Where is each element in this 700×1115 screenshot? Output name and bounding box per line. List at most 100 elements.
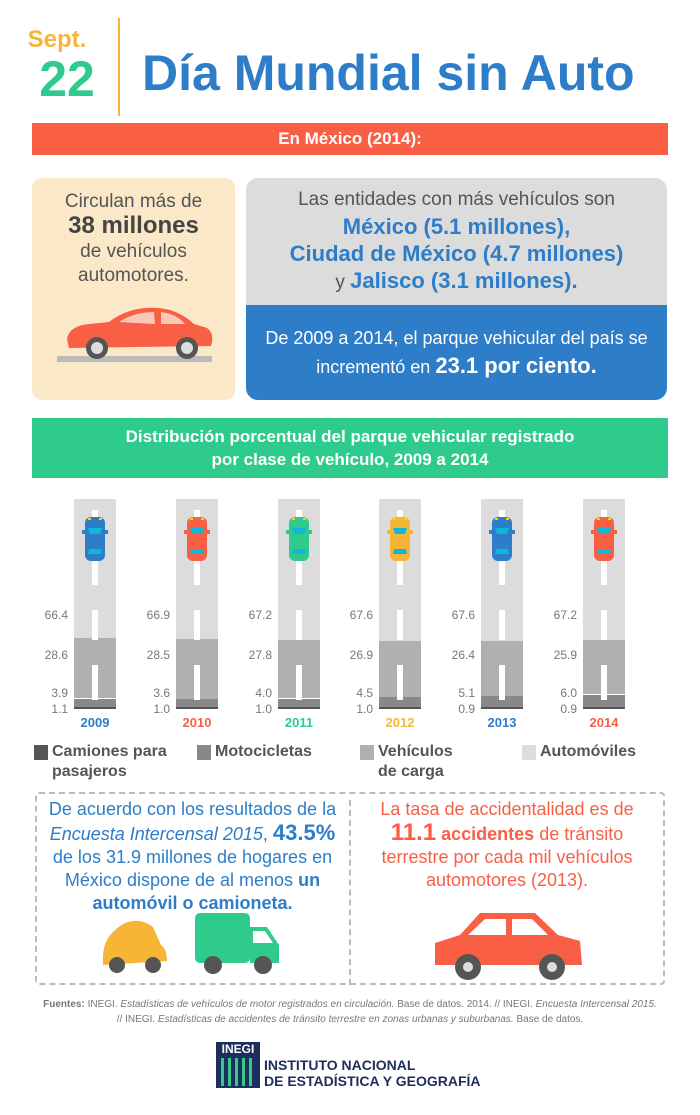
logo-acronym: INEGI [221, 1042, 255, 1056]
text: // INEGI. [116, 1014, 156, 1025]
accident-text: La tasa de accidentalidad es de 11.1 acc… [357, 798, 657, 892]
road-lane-marking [397, 665, 403, 700]
entity-mexico: México (5.1 millones), [342, 214, 571, 239]
road-lane-marking [499, 665, 505, 700]
road-lane-marking [194, 610, 200, 640]
growth-box: De 2009 a 2014, el parque vehicular del … [246, 305, 667, 400]
text: INEGI. [87, 999, 118, 1010]
car-icon [56, 307, 212, 362]
data-label: 0.9 [560, 702, 577, 716]
logo-line1: INSTITUTO NACIONAL [264, 1057, 416, 1073]
data-label: 4.0 [255, 686, 272, 700]
data-label: 26.9 [349, 648, 373, 662]
data-label: 66.9 [146, 608, 170, 622]
text: Base de datos. [516, 1014, 584, 1025]
bar-segment-camiones-para-pasajeros [481, 707, 523, 709]
text: Encuesta Intercensal 2015. [535, 999, 657, 1010]
text: Estadísticas de vehículos de motor regis… [120, 999, 395, 1010]
road-lane-marking [194, 665, 200, 700]
conjunction: y [335, 272, 345, 293]
year-label: 2009 [80, 715, 110, 730]
entity-cdmx: Ciudad de México (4.7 millones) [289, 241, 624, 266]
data-label: 28.5 [146, 648, 170, 662]
legend-swatch [197, 745, 211, 760]
data-label: 67.6 [349, 608, 373, 622]
road-lane-marking [601, 665, 607, 700]
road-lane-marking [92, 610, 98, 640]
stat-highlight: 38 millones [68, 212, 199, 239]
entities-intro: Las entidades con más vehículos son [298, 189, 615, 210]
sources-label: Fuentes: [43, 999, 85, 1010]
page-title: Día Mundial sin Auto [142, 45, 635, 101]
year-label: 2011 [284, 715, 314, 730]
bar-segment-motocicletas [379, 697, 421, 707]
bar-segment-camiones-para-pasajeros [176, 706, 218, 709]
legend-swatch [522, 745, 536, 760]
data-label: 67.2 [248, 608, 272, 622]
bar-segment-camiones-para-pasajeros [278, 706, 320, 709]
data-label: 28.6 [44, 648, 68, 662]
logo-dots [221, 1058, 255, 1086]
bar-segment-motocicletas [278, 698, 320, 707]
road-lane-marking [499, 610, 505, 640]
road-lane-marking [296, 610, 302, 640]
car-top-icon [286, 517, 312, 561]
text: De acuerdo con los resultados de la [48, 799, 337, 819]
legend-label: Camiones para pasajeros [52, 743, 167, 780]
day-number: 22 [39, 51, 95, 107]
legend-swatch [34, 745, 48, 760]
data-label: 66.4 [44, 608, 68, 622]
entities-box: Las entidades con más vehículos son Méxi… [246, 178, 667, 308]
text-bold: un automóvil o camioneta. [92, 870, 321, 913]
vehicle-count-box: Circulan más de 38 millones de vehículos… [32, 178, 235, 400]
bar-segment-camiones-para-pasajeros [74, 706, 116, 709]
legend-label: Automóviles [540, 743, 637, 760]
road-lane-marking [92, 665, 98, 700]
growth-text: De 2009 a 2014, el parque vehicular del … [265, 328, 648, 377]
data-label: 1.1 [51, 702, 68, 716]
data-label: 25.9 [553, 648, 577, 662]
inegi-logo: INEGI INSTITUTO NACIONAL DE ESTADÍSTICA … [216, 1042, 486, 1092]
text: Base de datos. 2014. // INEGI. [397, 999, 533, 1010]
small-car-and-van-icon [103, 913, 279, 974]
survey-text: De acuerdo con los resultados de la Encu… [48, 799, 337, 913]
car-top-icon [591, 517, 617, 561]
legend-item: Motocicletas [197, 742, 312, 762]
bar-segment-motocicletas [481, 696, 523, 708]
stat-text: de vehículos automotores. [78, 241, 189, 286]
survey-percent: 43.5% [272, 820, 336, 845]
survey-name: Encuesta Intercensal 2015 [49, 824, 263, 844]
data-label: 1.0 [255, 702, 272, 716]
legend-swatch [360, 745, 374, 760]
legend-label: Vehículos de carga [378, 743, 453, 780]
stat-text: Circulan más de [64, 191, 203, 212]
car-top-icon [82, 517, 108, 561]
text-bold: accidentes [441, 824, 535, 844]
bar-segment-camiones-para-pasajeros [583, 707, 625, 709]
data-label: 3.6 [153, 686, 170, 700]
data-label: 1.0 [153, 702, 170, 716]
sources: Fuentes: INEGI. Estadísticas de vehículo… [20, 997, 680, 1027]
data-label: 6.0 [560, 686, 577, 700]
logo-line2: DE ESTADÍSTICA Y GEOGRAFÍA [264, 1073, 481, 1089]
bar-segment-motocicletas [176, 699, 218, 707]
text: de los 31.9 millones de hogares en Méxic… [52, 847, 333, 890]
chart-title: Distribución porcentual del parque vehic… [32, 418, 668, 478]
car-top-icon [489, 517, 515, 561]
year-label: 2012 [385, 715, 415, 730]
car-side-icon [435, 913, 582, 980]
entity-jalisco: Jalisco (3.1 millones). [350, 268, 578, 293]
bar-segment-motocicletas [74, 698, 116, 707]
data-label: 3.9 [51, 686, 68, 700]
logo-mark: INEGI [216, 1042, 260, 1088]
divider [118, 18, 120, 116]
road-lane-marking [296, 665, 302, 700]
road-lane-marking [397, 610, 403, 640]
legend-label: Motocicletas [215, 743, 312, 760]
data-label: 27.8 [248, 648, 272, 662]
legend-item: Automóviles [522, 742, 637, 762]
text: Estadísticas de accidentes de tránsito t… [157, 1014, 514, 1025]
month-label: Sept. [27, 26, 87, 53]
legend-item: Camiones para pasajeros [34, 742, 182, 782]
accident-rate: 11.1 [390, 819, 437, 846]
